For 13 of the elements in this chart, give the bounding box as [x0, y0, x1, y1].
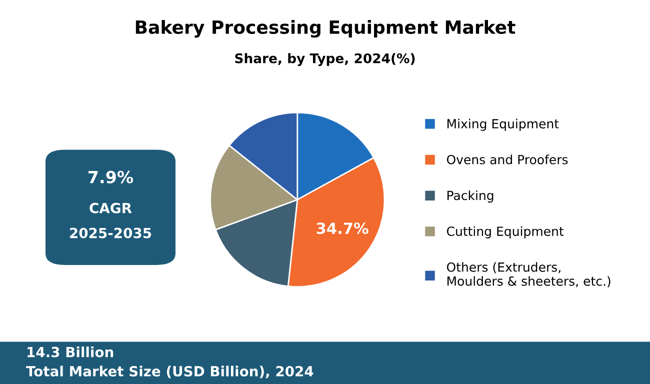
legend-label: Others (Extruders, Moulders & sheeters, etc.) [446, 262, 610, 288]
legend-label: Packing [447, 190, 494, 203]
text: Total Market Size (USD Billion), 2024 [26, 366, 314, 378]
legend-label: Cutting Equipment [446, 226, 564, 238]
legend-label: Mixing Equipment [447, 118, 559, 131]
text: 14.3 Billion [28, 346, 114, 358]
chart-title: Bakery Processing Equipment Market [136, 20, 516, 38]
legend-label: Ovens and Proofers [446, 154, 568, 164]
text: 7.9% [88, 170, 134, 184]
data-label: 34.7% [316, 222, 368, 234]
text: 2025-2035 [70, 228, 152, 238]
chart-subtitle: Share, by Type, 2024(%) [235, 53, 415, 66]
text: CAGR [90, 202, 132, 214]
